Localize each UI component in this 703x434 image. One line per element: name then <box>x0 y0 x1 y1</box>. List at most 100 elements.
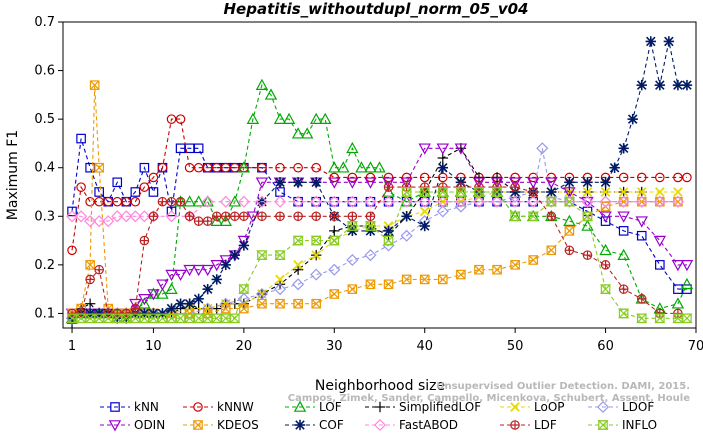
point-odin <box>635 216 648 228</box>
point-lof <box>282 112 296 124</box>
point-fastabod <box>346 195 359 208</box>
point-knnw <box>94 196 104 207</box>
point-fastabod <box>545 195 558 208</box>
point-ldf <box>230 211 240 222</box>
point-odin <box>671 260 685 272</box>
point-fastabod <box>617 195 630 208</box>
point-inflo <box>672 313 684 324</box>
y-tick-label: 0.6 <box>34 64 55 79</box>
point-inflo <box>400 187 413 197</box>
legend-label-inflo: INFLO <box>622 418 657 432</box>
point-ldf <box>175 196 186 207</box>
point-ldf <box>184 211 195 222</box>
point-lof <box>373 161 386 173</box>
x-tick-label: 20 <box>236 339 253 354</box>
legend-marker-loop <box>510 402 520 412</box>
y-tick-label: 0.2 <box>34 258 55 273</box>
point-lof <box>156 287 169 299</box>
point-knn <box>510 196 520 207</box>
point-knnw <box>383 172 394 183</box>
point-cof <box>274 177 286 188</box>
point-inflo <box>437 187 449 197</box>
series-line-cof <box>71 41 687 319</box>
point-kdeos <box>564 226 575 236</box>
point-knnw <box>112 196 123 207</box>
point-knn <box>636 230 647 241</box>
point-ldf <box>510 182 520 192</box>
point-knnw <box>311 162 321 173</box>
legend-marker-ldof <box>596 400 610 414</box>
point-odin <box>138 294 151 306</box>
point-cof <box>229 249 241 261</box>
point-lof <box>309 112 323 124</box>
point-knn <box>94 187 104 197</box>
point-cof <box>582 177 593 188</box>
point-inflo <box>102 313 114 324</box>
point-knn <box>112 177 123 188</box>
point-fastabod <box>400 195 413 208</box>
point-ldf <box>76 308 86 319</box>
point-loop <box>654 187 665 197</box>
point-fastabod <box>491 195 504 208</box>
point-ldf <box>600 260 611 270</box>
point-lof <box>671 297 685 309</box>
point-cof <box>654 79 666 91</box>
legend-marker-fastabod <box>373 418 387 432</box>
point-ldf <box>636 294 647 304</box>
point-knn <box>67 206 77 217</box>
point-loop <box>419 206 430 217</box>
point-ldf <box>220 211 231 222</box>
point-fastabod <box>509 195 522 208</box>
point-inflo <box>75 313 87 324</box>
legend-marker-lof <box>293 400 307 412</box>
point-inflo <box>419 187 431 197</box>
point-simplifiedlof <box>329 225 340 237</box>
point-cof <box>193 293 204 305</box>
point-knnw <box>220 162 231 173</box>
point-cof <box>175 298 186 309</box>
point-knn <box>655 260 665 270</box>
legend-label-simplifiedlof: SimplifiedLOF <box>399 400 481 414</box>
point-fastabod <box>472 195 486 208</box>
series-ldf <box>67 182 683 319</box>
series-inflo <box>66 187 693 324</box>
point-lof <box>680 277 694 290</box>
point-knnw <box>673 172 683 183</box>
point-knnw <box>148 172 159 183</box>
x-tick-label: 40 <box>416 339 433 354</box>
point-ldof <box>536 142 549 155</box>
point-knn <box>673 284 683 294</box>
point-kdeos <box>492 264 502 275</box>
point-inflo <box>147 313 160 324</box>
point-ldof <box>364 249 377 262</box>
y-tick-label: 0.3 <box>34 209 55 224</box>
point-ldf <box>148 211 159 222</box>
point-simplifiedlof <box>292 264 304 275</box>
point-cof <box>202 283 213 295</box>
point-knn <box>85 162 95 173</box>
point-loop <box>311 250 322 260</box>
point-lof <box>228 195 242 207</box>
point-inflo <box>202 313 214 324</box>
point-knnw <box>510 172 520 183</box>
point-knnw <box>166 114 177 124</box>
chart-title: Hepatitis_withoutdupl_norm_05_v04 <box>224 0 529 18</box>
point-ldf <box>211 211 222 222</box>
point-ldf <box>437 182 448 192</box>
point-fastabod <box>454 195 467 208</box>
legend-marker-cof <box>294 419 306 431</box>
point-kdeos <box>220 303 231 314</box>
point-cof <box>546 186 557 198</box>
point-knn <box>193 143 204 154</box>
point-fastabod <box>563 195 576 208</box>
legend-item-inflo: INFLO <box>588 418 657 432</box>
point-inflo <box>581 211 594 222</box>
point-cof <box>238 240 250 251</box>
point-knnw <box>293 162 303 173</box>
point-ldf <box>618 284 629 294</box>
point-fastabod <box>237 195 250 208</box>
point-odin <box>328 177 341 189</box>
point-simplifiedlof <box>473 172 485 183</box>
legend-marker-odin <box>108 420 122 432</box>
point-fastabod <box>138 210 151 223</box>
